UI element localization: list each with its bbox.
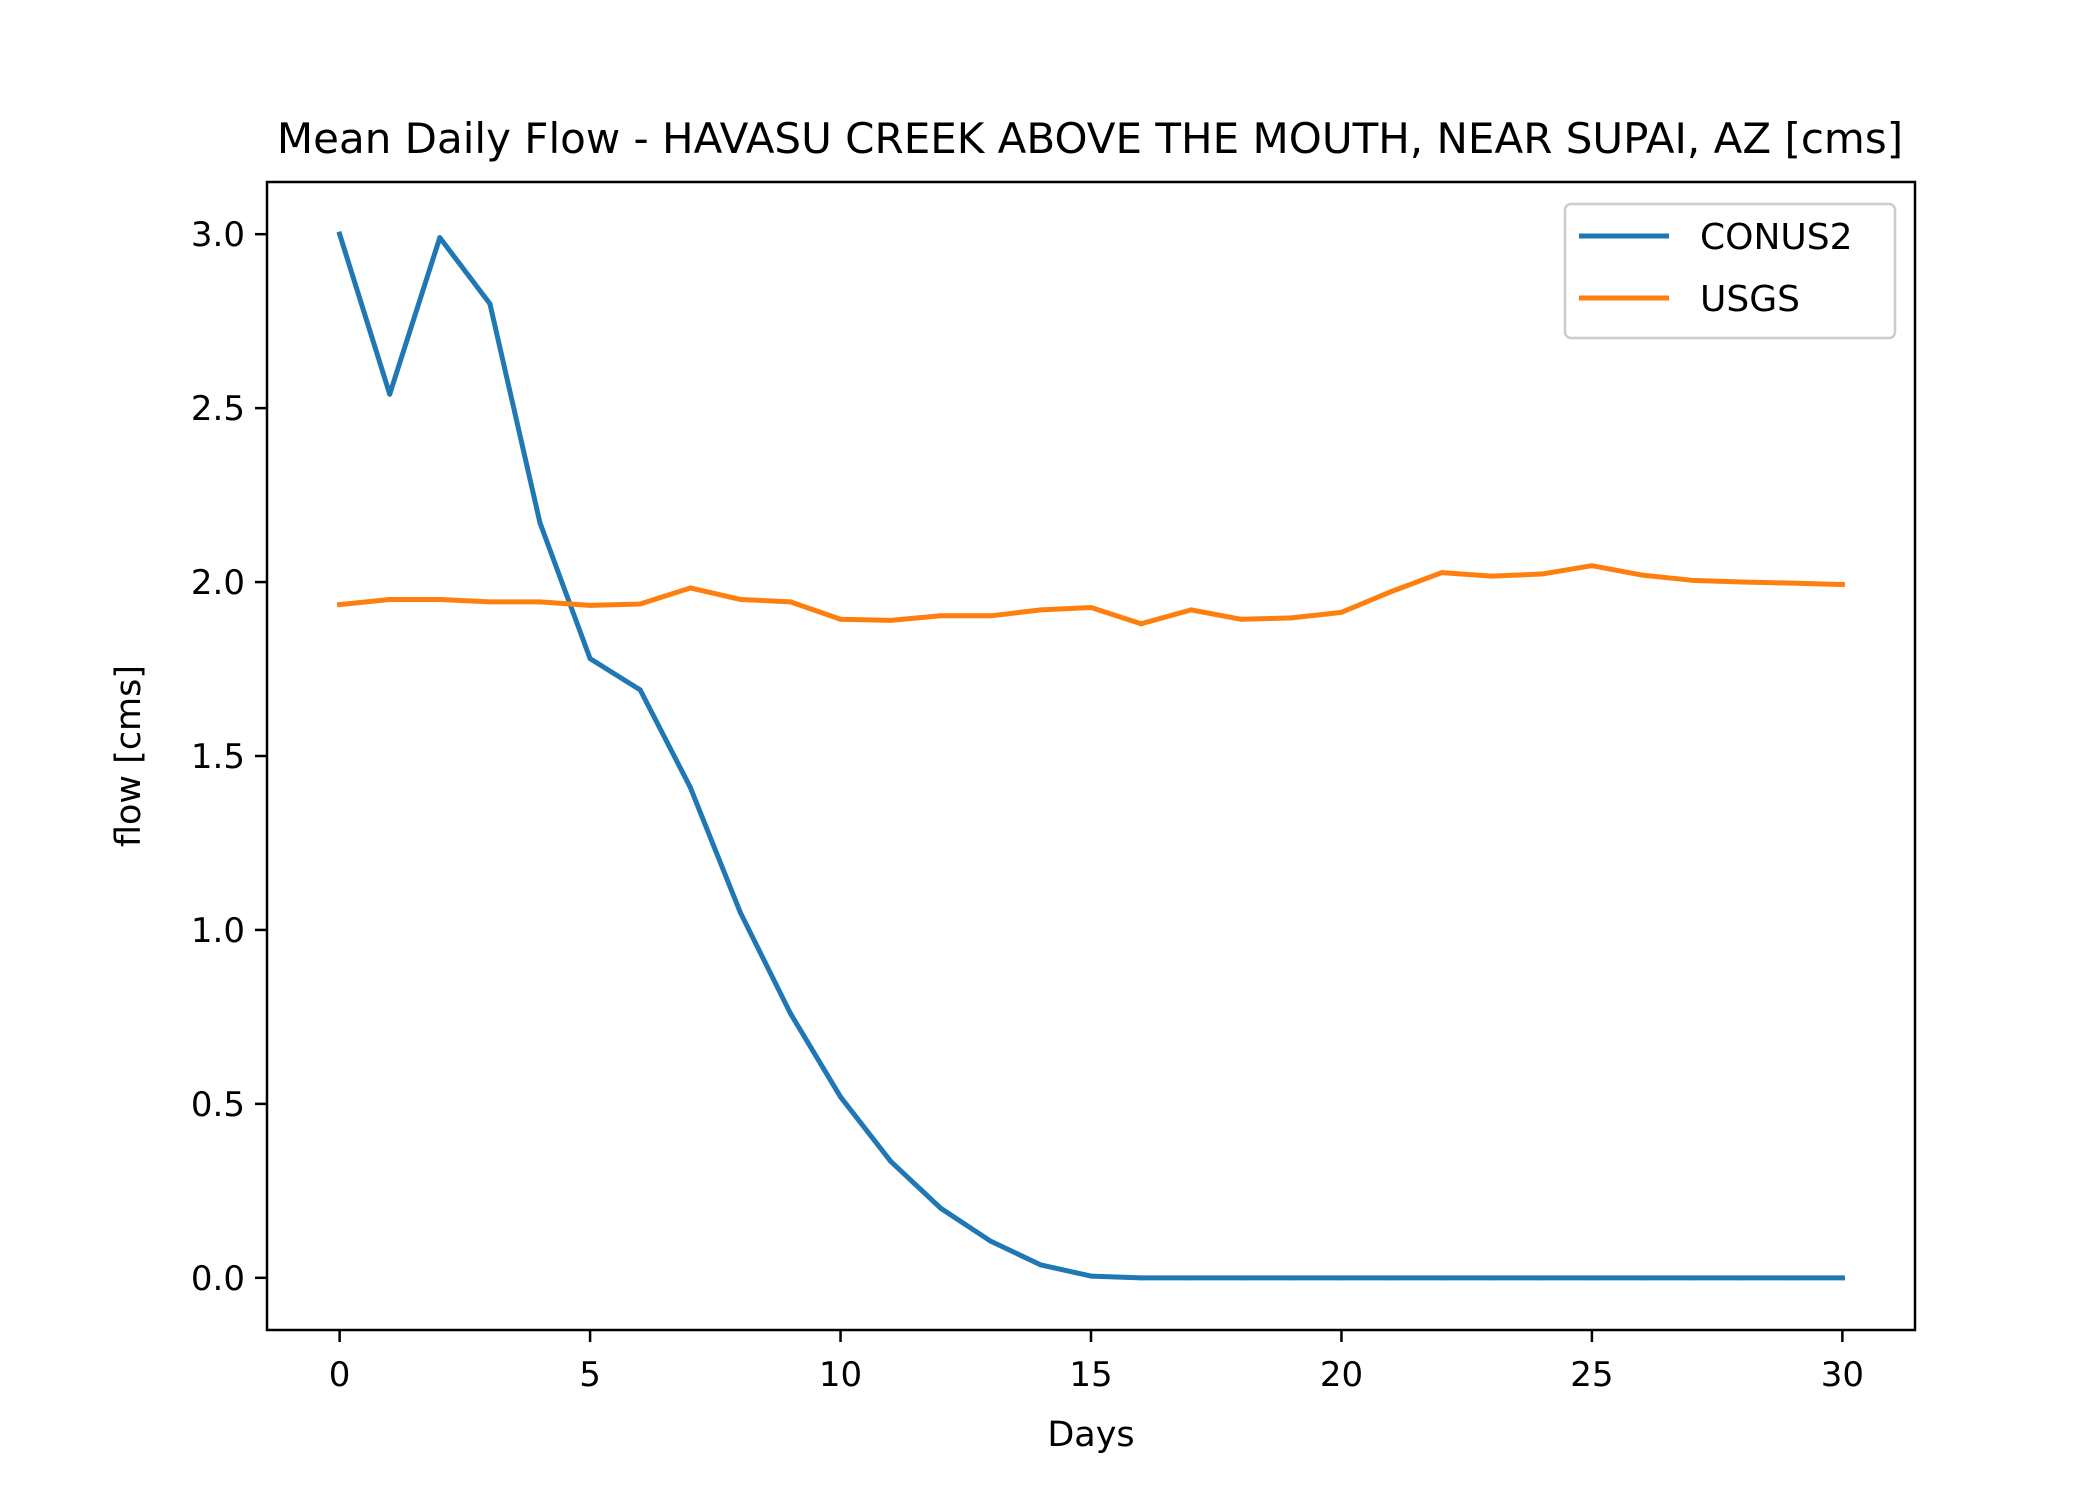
data-point-usgs xyxy=(687,585,693,591)
data-point-conus2 xyxy=(1839,1275,1845,1281)
data-point-usgs xyxy=(587,602,593,608)
data-point-conus2 xyxy=(687,784,693,790)
data-point-usgs xyxy=(487,599,493,605)
y-tick-label: 2.5 xyxy=(191,389,245,429)
data-point-conus2 xyxy=(787,1010,793,1016)
data-point-usgs xyxy=(737,596,743,602)
data-point-usgs xyxy=(787,599,793,605)
data-point-conus2 xyxy=(1739,1275,1745,1281)
chart-title: Mean Daily Flow - HAVASU CREEK ABOVE THE… xyxy=(277,114,1903,163)
x-tick-label: 0 xyxy=(329,1355,351,1395)
data-point-usgs xyxy=(1839,582,1845,587)
data-point-conus2 xyxy=(988,1238,994,1244)
data-point-conus2 xyxy=(1288,1275,1294,1281)
x-tick-label: 5 xyxy=(579,1355,601,1395)
data-point-usgs xyxy=(637,601,643,607)
data-point-usgs xyxy=(1389,588,1395,594)
data-point-conus2 xyxy=(587,656,593,662)
data-point-usgs xyxy=(1539,571,1545,577)
y-tick-label: 3.0 xyxy=(191,215,245,255)
data-point-conus2 xyxy=(1238,1275,1244,1281)
data-point-usgs xyxy=(1439,570,1445,576)
y-tick-label: 0.5 xyxy=(191,1085,245,1125)
data-point-conus2 xyxy=(737,910,743,916)
data-point-usgs xyxy=(988,613,994,619)
data-point-usgs xyxy=(1739,579,1745,585)
y-tick-label: 0.0 xyxy=(191,1259,245,1299)
plot-frame xyxy=(265,180,1917,1332)
data-point-conus2 xyxy=(938,1205,944,1211)
data-point-conus2 xyxy=(1439,1275,1445,1281)
data-point-usgs xyxy=(1088,604,1094,610)
data-point-usgs xyxy=(1689,577,1695,583)
data-point-conus2 xyxy=(1539,1275,1545,1281)
data-point-conus2 xyxy=(888,1158,894,1164)
series-layer xyxy=(336,231,1845,1281)
data-point-conus2 xyxy=(1088,1273,1094,1279)
data-point-conus2 xyxy=(1789,1275,1795,1281)
x-tick-label: 20 xyxy=(1320,1355,1363,1395)
data-point-conus2 xyxy=(1188,1275,1194,1281)
data-point-conus2 xyxy=(1038,1262,1044,1268)
data-point-conus2 xyxy=(387,391,393,397)
x-tick-label: 25 xyxy=(1570,1355,1613,1395)
data-point-usgs xyxy=(537,599,543,605)
data-point-conus2 xyxy=(1489,1275,1495,1281)
data-point-usgs xyxy=(1038,607,1044,613)
data-point-conus2 xyxy=(1138,1275,1144,1281)
data-point-conus2 xyxy=(637,687,643,693)
data-point-conus2 xyxy=(1338,1275,1344,1281)
x-axis-label: Days xyxy=(1047,1415,1134,1455)
series-usgs xyxy=(336,563,1845,627)
x-axis-ticks: 0 5 10 15 20 25 30 xyxy=(329,1330,1864,1395)
data-point-usgs xyxy=(938,613,944,619)
data-point-conus2 xyxy=(1689,1275,1695,1281)
data-point-conus2 xyxy=(487,301,493,307)
legend-label-conus2: CONUS2 xyxy=(1700,217,1853,258)
data-point-usgs xyxy=(888,617,894,623)
data-point-conus2 xyxy=(537,520,543,526)
data-point-usgs xyxy=(1338,609,1344,615)
x-tick-label: 30 xyxy=(1821,1355,1864,1395)
legend-label-usgs: USGS xyxy=(1700,279,1800,320)
data-point-usgs xyxy=(1238,616,1244,622)
series-conus2 xyxy=(336,231,1845,1281)
data-point-usgs xyxy=(1288,615,1294,621)
y-tick-label: 2.0 xyxy=(191,563,245,603)
legend: CONUS2 USGS xyxy=(1563,202,1897,340)
y-axis-label: flow [cms] xyxy=(109,665,149,847)
data-point-usgs xyxy=(1188,607,1194,613)
data-point-conus2 xyxy=(1589,1275,1595,1281)
data-point-conus2 xyxy=(1389,1275,1395,1281)
data-point-usgs xyxy=(1489,573,1495,579)
y-axis-ticks: 0.0 0.5 1.0 1.5 2.0 2.5 3.0 xyxy=(191,215,267,1299)
y-tick-label: 1.0 xyxy=(191,911,245,951)
data-point-usgs xyxy=(1639,572,1645,578)
data-point-usgs xyxy=(838,616,844,622)
data-point-conus2 xyxy=(1639,1275,1645,1281)
data-point-conus2 xyxy=(437,235,443,241)
data-point-usgs xyxy=(437,596,443,602)
x-tick-label: 10 xyxy=(819,1355,862,1395)
data-point-usgs xyxy=(1589,563,1595,569)
data-point-conus2 xyxy=(337,231,343,237)
data-point-usgs xyxy=(337,602,343,608)
data-point-usgs xyxy=(387,596,393,602)
y-tick-label: 1.5 xyxy=(191,737,245,777)
data-point-conus2 xyxy=(838,1094,844,1100)
data-point-usgs xyxy=(1138,621,1144,627)
data-point-usgs xyxy=(1789,580,1795,586)
x-tick-label: 15 xyxy=(1069,1355,1112,1395)
